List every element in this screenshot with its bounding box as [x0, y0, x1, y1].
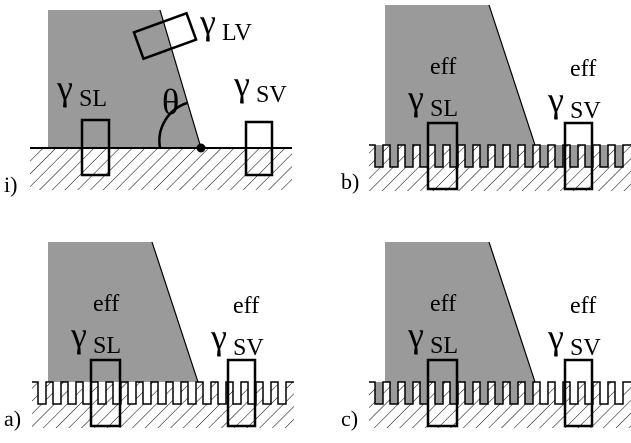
groove [480, 145, 488, 167]
gamma: γ [56, 68, 73, 108]
gamma-symbol: γeff SV [210, 293, 264, 361]
groove [158, 382, 166, 404]
groove [203, 382, 211, 404]
gamma: γ [547, 80, 564, 120]
groove [465, 145, 473, 167]
gamma-symbol: γeff SV [547, 56, 601, 124]
subscript: SL [430, 333, 458, 359]
groove [525, 145, 533, 167]
groove [233, 382, 241, 404]
gamma: γ [210, 317, 227, 357]
groove [495, 382, 503, 404]
contact-line [197, 144, 206, 153]
superscript: eff [93, 291, 119, 317]
gamma-symbol: γeff SV [547, 293, 601, 361]
panel-label: a) [4, 406, 21, 431]
subscript: LV [222, 20, 252, 46]
groove [53, 382, 61, 404]
groove [375, 145, 383, 167]
gamma: γ [407, 315, 424, 355]
groove [465, 382, 473, 404]
groove [435, 145, 443, 167]
groove [390, 382, 398, 404]
groove [435, 382, 443, 404]
angle: θ [162, 82, 179, 122]
groove [263, 382, 271, 404]
subscript: SL [430, 96, 458, 122]
subscript: SL [79, 86, 107, 112]
panel-label: c) [341, 406, 358, 431]
groove [540, 382, 548, 404]
gamma-symbol: γLV [199, 2, 252, 46]
gamma: γ [199, 2, 216, 42]
groove [375, 382, 383, 404]
groove [495, 145, 503, 167]
groove [510, 145, 518, 167]
groove [570, 382, 578, 404]
gamma: γ [407, 78, 424, 118]
groove [555, 145, 563, 167]
groove [615, 382, 623, 404]
groove [540, 145, 548, 167]
groove [98, 382, 106, 404]
groove [38, 382, 46, 404]
gamma: γ [547, 317, 564, 357]
subscript: SV [570, 98, 601, 124]
superscript: eff [430, 291, 456, 317]
groove [510, 382, 518, 404]
superscript: eff [233, 293, 259, 319]
groove [173, 382, 181, 404]
superscript: eff [430, 54, 456, 80]
groove [480, 382, 488, 404]
groove [555, 382, 563, 404]
subscript: SV [570, 335, 601, 361]
subscript: SL [93, 333, 121, 359]
groove [405, 145, 413, 167]
groove [600, 382, 608, 404]
groove [615, 145, 623, 167]
subscript: SV [233, 335, 264, 361]
groove [143, 382, 151, 404]
groove [525, 382, 533, 404]
groove [405, 382, 413, 404]
groove [278, 382, 286, 404]
groove [218, 382, 226, 404]
page: {"panels": [ {"label": "i)", "angle": "θ… [0, 0, 631, 443]
groove [188, 382, 196, 404]
groove [390, 145, 398, 167]
superscript: eff [570, 293, 596, 319]
groove [600, 145, 608, 167]
superscript: eff [570, 56, 596, 82]
groove [68, 382, 76, 404]
figure: θγLVγSLγSVi)γeffSLγeffSVb)γeffSLγeffSVa)… [0, 0, 631, 443]
subscript: SV [256, 82, 287, 108]
panel-label: i) [4, 172, 17, 197]
gamma: γ [233, 64, 250, 104]
groove [128, 382, 136, 404]
panel-label: b) [341, 169, 359, 194]
gamma: γ [70, 315, 87, 355]
substrate [30, 148, 292, 190]
groove [570, 145, 578, 167]
